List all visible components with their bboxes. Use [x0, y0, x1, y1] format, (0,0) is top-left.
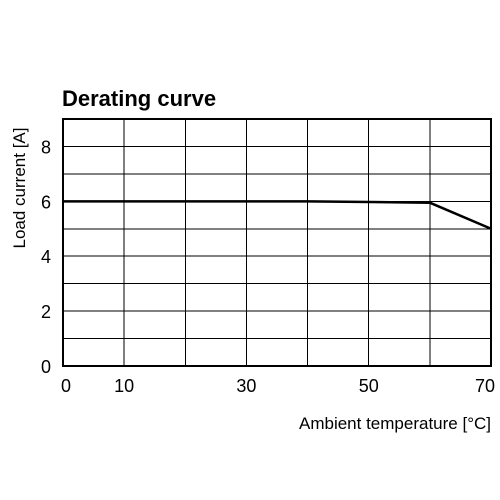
x-tick-label: 10	[114, 376, 134, 396]
x-tick-label: 70	[475, 376, 495, 396]
x-tick-label: 0	[61, 376, 71, 396]
curve-group	[63, 200, 492, 230]
tick-labels: 0 10 30 50 70 0 2 4 6 8	[41, 137, 495, 396]
y-tick-label: 2	[41, 302, 51, 322]
x-axis-label: Ambient temperature [°C]	[299, 414, 491, 433]
y-axis-label: Load current [A]	[10, 128, 29, 249]
chart-title: Derating curve	[62, 86, 216, 111]
x-tick-label: 30	[236, 376, 256, 396]
y-tick-label: 4	[41, 247, 51, 267]
y-tick-label: 6	[41, 192, 51, 212]
chart-grid	[62, 118, 492, 367]
x-tick-label: 50	[359, 376, 379, 396]
plot-frame	[62, 118, 492, 367]
derating-curve-line	[63, 200, 492, 230]
y-tick-label: 0	[41, 357, 51, 377]
y-tick-label: 8	[41, 137, 51, 157]
